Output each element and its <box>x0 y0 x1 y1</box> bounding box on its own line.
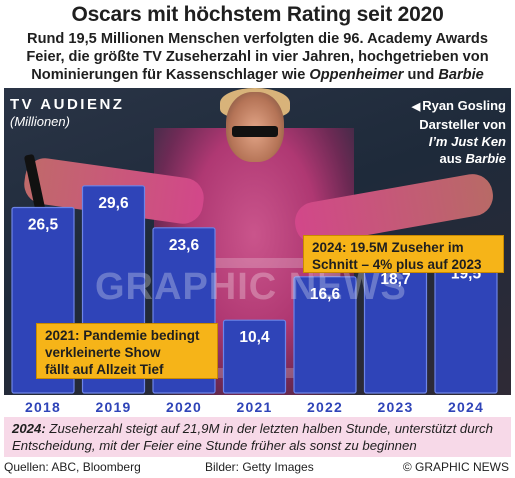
year-label-2023: 2023 <box>378 399 414 415</box>
year-label-2021: 2021 <box>237 399 273 415</box>
caption-arrow-icon: ◀ <box>411 101 421 113</box>
caption-name: Ryan Gosling <box>422 98 506 113</box>
callout-2024-line2: Schnitt – 4% plus auf 2023 <box>312 257 482 272</box>
photo-caption: ◀ Ryan Gosling Darsteller von I’m Just Ke… <box>356 97 506 167</box>
footnote-text: Zuseherzahl steigt auf 21,9M in der letz… <box>12 421 493 453</box>
year-label-2018: 2018 <box>25 399 61 415</box>
subtitle-and: und <box>403 67 439 83</box>
copyright: © GRAPHIC NEWS <box>402 460 509 474</box>
watermark-text: GRAPHIC NEWS <box>95 266 407 308</box>
bar-value-label-2020: 23,6 <box>169 237 200 254</box>
page-subtitle: Rund 19,5 Millionen Menschen verfolgten … <box>8 30 507 84</box>
year-label-2022: 2022 <box>307 399 343 415</box>
callout-2021-line3: fällt auf Allzeit Tief <box>45 362 164 377</box>
bar-2021 <box>222 319 287 394</box>
bar-value-label-2021: 10,4 <box>239 329 270 346</box>
caption-song: I’m Just Ken <box>428 134 506 149</box>
callout-2021-line2: verkleinerte Show <box>45 345 161 360</box>
year-label-2024: 2024 <box>448 399 484 415</box>
chart-unit-label: (Millionen) <box>10 114 70 129</box>
callout-2021: 2021: Pandemie bedingt verkleinerte Show… <box>36 323 218 379</box>
callout-2024-line1: 2024: 19.5M Zuseher im <box>312 240 464 255</box>
page-title: Oscars mit höchstem Rating seit 2020 <box>71 3 444 26</box>
subtitle-movie-oppenheimer: Oppenheimer <box>309 67 404 83</box>
sunglasses <box>232 126 278 137</box>
chart-section-label: TV AUDIENZ <box>10 96 125 113</box>
bar-value-label-2018: 26,5 <box>28 217 59 234</box>
image-credit: Bilder: Getty Images <box>205 460 314 474</box>
subtitle-text: Rund 19,5 Millionen Menschen verfolgten … <box>26 31 489 83</box>
sources: Quellen: ABC, Bloomberg <box>4 460 141 474</box>
callout-2021-line1: 2021: Pandemie bedingt <box>45 328 200 343</box>
subtitle-movie-barbie: Barbie <box>438 67 484 83</box>
year-label-2020: 2020 <box>166 399 202 415</box>
caption-prefix: aus <box>439 151 466 166</box>
footnote: 2024: Zuseherzahl steigt auf 21,9M in de… <box>4 417 511 457</box>
bar-value-label-2023: 18,7 <box>380 271 410 288</box>
bar-2022 <box>293 276 357 394</box>
callout-2024: 2024: 19.5M Zuseher im Schnitt – 4% plus… <box>303 235 504 273</box>
footnote-year: 2024: <box>12 421 46 436</box>
year-label-2019: 2019 <box>96 399 132 415</box>
caption-line2: Darsteller von <box>419 117 506 132</box>
bar-value-label-2019: 29,6 <box>98 195 129 212</box>
caption-movie: Barbie <box>465 151 506 166</box>
bar-value-label-2022: 16,6 <box>310 286 341 303</box>
